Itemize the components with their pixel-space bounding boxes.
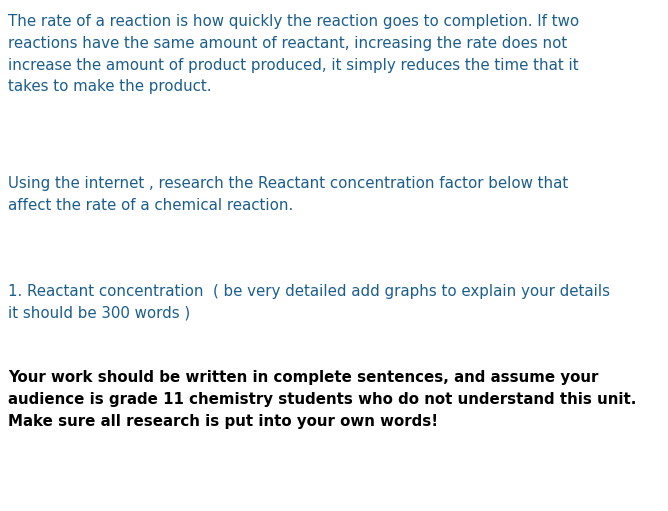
Text: The rate of a reaction is how quickly the reaction goes to completion. If two
re: The rate of a reaction is how quickly th…: [8, 14, 579, 94]
Text: Your work should be written in complete sentences, and assume your
audience is g: Your work should be written in complete …: [8, 370, 637, 429]
Text: 1. Reactant concentration  ( be very detailed add graphs to explain your details: 1. Reactant concentration ( be very deta…: [8, 284, 610, 320]
Text: Using the internet , research the Reactant concentration factor below that
affec: Using the internet , research the Reacta…: [8, 176, 568, 213]
